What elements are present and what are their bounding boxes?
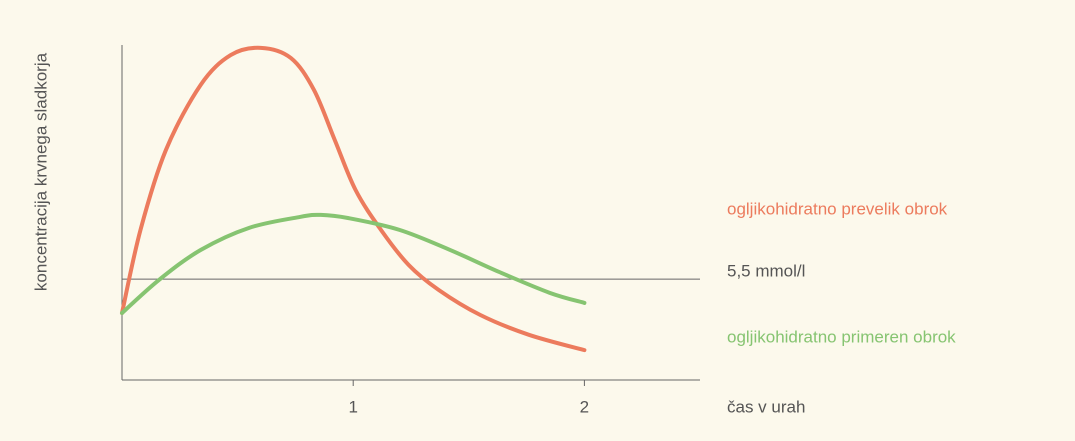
x-tick-label: 1 — [348, 397, 357, 416]
y-axis-label: koncentracija krvnega sladkorja — [31, 52, 50, 291]
line — [120, 45, 587, 353]
legend-label: ogljikohidratno primeren obrok — [727, 327, 956, 346]
line — [120, 212, 587, 315]
reference-label: 5,5 mmol/l — [727, 262, 805, 281]
x-axis-label: čas v urah — [727, 397, 805, 416]
legend-label: ogljikohidratno prevelik obrok — [727, 199, 948, 218]
x-tick-label: 2 — [580, 397, 589, 416]
